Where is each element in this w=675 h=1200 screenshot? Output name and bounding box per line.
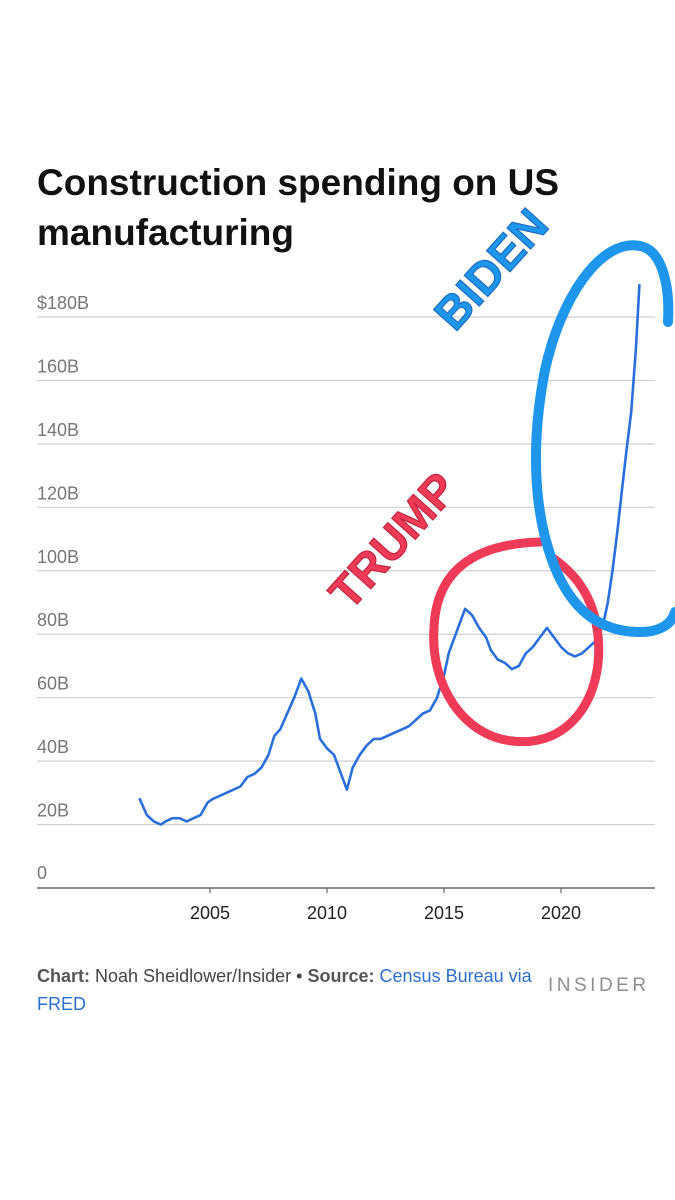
biden-annotation: BIDEN bbox=[424, 199, 558, 340]
x-tick-label: 2015 bbox=[424, 903, 464, 923]
y-tick-label: 120B bbox=[37, 483, 79, 503]
x-tick-label: 2020 bbox=[541, 903, 581, 923]
y-tick-label: 40B bbox=[37, 737, 69, 757]
chart-credit-label: Chart: bbox=[37, 966, 90, 986]
blue-loop-annotation bbox=[531, 240, 675, 637]
gridlines bbox=[37, 316, 655, 889]
y-axis-tick-labels: $180B 160B 140B 120B 100B 80B 60B 40B 20B 0 bbox=[37, 293, 89, 883]
y-tick-label: 100B bbox=[37, 547, 79, 567]
chart-title: Construction spending on US manufacturin… bbox=[37, 162, 560, 253]
x-tick-label: 2005 bbox=[190, 903, 230, 923]
chart-credit: Noah Sheidlower/Insider bbox=[95, 966, 292, 986]
source-link[interactable]: Census Bureau via FRED bbox=[37, 966, 532, 1014]
chart-footer: Chart: Noah Sheidlower/Insider • Source:… bbox=[37, 962, 537, 1018]
x-axis-tick-labels: 2005 2010 2015 2020 bbox=[190, 888, 581, 923]
y-tick-label: 60B bbox=[37, 674, 69, 694]
insider-logo: INSIDER bbox=[548, 975, 650, 996]
y-tick-label: 20B bbox=[37, 801, 69, 821]
series-line-construction-spending bbox=[138, 284, 641, 826]
footer-separator: • bbox=[296, 966, 303, 986]
source-label: Source: bbox=[307, 966, 375, 986]
y-tick-label: 140B bbox=[37, 420, 79, 440]
y-tick-label: 80B bbox=[37, 610, 69, 630]
y-tick-label: 160B bbox=[37, 356, 79, 376]
x-tick-label: 2010 bbox=[307, 903, 347, 923]
red-circle-annotation bbox=[429, 537, 604, 747]
y-tick-label: 0 bbox=[37, 863, 47, 883]
y-tick-label: $180B bbox=[37, 293, 89, 313]
